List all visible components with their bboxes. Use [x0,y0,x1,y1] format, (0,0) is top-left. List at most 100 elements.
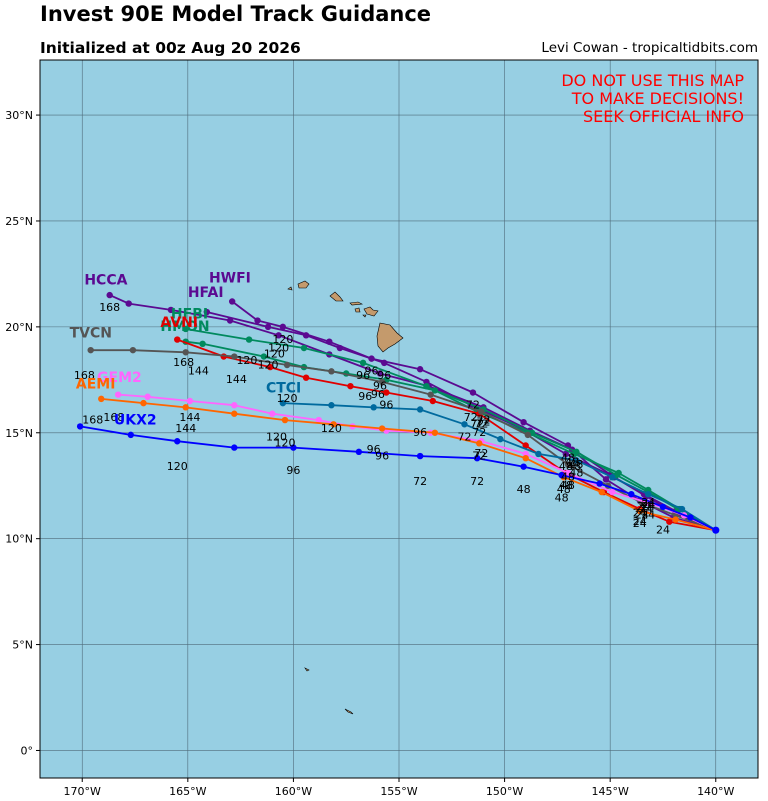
track-point-hcca [106,291,113,299]
track-point-tvcn [231,353,238,360]
track-point-aemi [598,488,605,496]
track-point-hfbi [245,336,253,343]
hour-label-tvcn: 168 [173,356,194,369]
map-frame [39,59,759,779]
x-tick-label: 160°W [275,785,312,798]
hour-label-avni: 48 [559,479,573,492]
track-point-ukx2 [127,431,135,439]
hour-label-hcca: 168 [99,301,120,314]
hour-label-aemi: 144 [175,422,196,435]
track-point-hwfi [228,298,236,305]
y-tick-label: 5°N [12,639,33,652]
page-title: Invest 90E Model Track Guidance [40,2,432,26]
track-point-hwfi [469,389,477,396]
track-point-hcca [376,370,384,377]
track-point-tvcn [182,349,189,356]
hour-label-hfbi: 24 [641,496,655,509]
hour-label-ukx2: 72 [413,475,427,488]
track-point-tvcn [427,391,434,398]
hour-label-aemi: 48 [557,483,571,496]
track-point-gem2 [186,397,194,405]
hour-label-avni: 24 [633,515,647,528]
hour-label-hmon: 96 [371,388,385,401]
hour-label-hwfi: 120 [272,333,293,346]
track-point-hfbi [615,469,622,477]
hour-label-aemi: 72 [472,449,486,462]
hour-label-avni: 120 [277,392,298,405]
island-molokai [349,301,364,306]
hour-label-hfbi: 96 [356,369,370,382]
track-point-ukx2 [596,480,603,487]
track-point-ukx2 [231,444,238,451]
hour-label-hfai: 24 [637,500,651,513]
x-tick-label: 150°W [486,785,523,798]
y-tick-label: 25°N [5,215,33,228]
hour-label-hwfi: 48 [561,451,575,464]
hour-label-hfai: 120 [264,348,285,361]
hour-label-ukx2: 72 [470,475,484,488]
track-point-aemi [231,410,238,417]
track-point-aemi [431,429,439,436]
hour-label-ctci: 72 [457,430,471,443]
hour-label-tvcn: 72 [474,418,488,431]
hour-label-tvcn: 96 [358,390,372,403]
track-point-ukx2 [558,471,565,479]
track-point-ukx2 [355,448,363,456]
island-hawaii [376,322,404,353]
hour-label-hfbi: 120 [258,358,279,371]
hour-label-gem2: 24 [641,509,655,522]
hour-label-hfbi: 48 [567,460,581,473]
track-point-ctci [573,457,580,464]
model-name-hwfi: HWFI [209,270,251,286]
hour-label-ukx2: 96 [286,464,300,477]
model-name-gem2: GEM2 [97,370,142,386]
track-point-hfai [264,323,272,331]
hour-label-avni: 96 [379,399,393,412]
track-point-ctci [609,474,616,481]
hour-label-hmon: 48 [569,458,583,471]
axis-labels: 170°W 165°W 160°W 155°W 150°W 145°W 140°W 30°N 2… [5,109,734,798]
model-name-avni: AVNI [160,315,198,331]
track-point-hfbi [571,450,578,458]
track-line-ctci [282,402,717,531]
track-point-ctci [678,505,686,513]
track-point-aemi [182,404,189,411]
hour-label-hfai: 96 [377,369,391,382]
track-point-hfbi [182,325,189,333]
track-point-tvcn [87,346,94,354]
hour-label-gem2: 168 [103,411,124,424]
track-point-ukx2 [520,463,527,470]
hour-label-tvcn: 168 [74,369,95,382]
track-point-hwfi [416,366,424,373]
track-point-ctci [497,435,504,443]
island-lanai [354,307,361,313]
track-point-ctci [416,406,424,413]
track-line-gem2 [118,393,717,532]
land-masses [287,280,404,715]
island-niihau [287,286,293,291]
track-point-ctci [535,450,542,458]
track-point-hcca [167,306,175,314]
hour-label-tvcn: 24 [635,509,649,522]
track-point-aemi [378,425,386,432]
hour-label-tvcn: 48 [561,471,575,484]
hour-label-hmon: 120 [236,354,257,367]
x-tick-label: 145°W [591,785,628,798]
track-point-avni [266,363,274,371]
warning-line-3: SEEK OFFICIAL INFO [583,107,744,126]
warning-line-2: TO MAKE DECISIONS! [571,89,744,108]
track-point-ukx2 [290,444,297,451]
hour-label-aemi: 120 [274,437,295,450]
hour-label-avni: 72 [472,426,486,439]
track-point-gem2 [114,391,122,398]
model-name-hfai: HFAI [188,285,224,301]
track-point-aemi [281,416,289,424]
track-point-hfai [381,359,388,367]
model-name-ctci: CTCI [266,381,301,397]
hour-label-ukx2: 48 [555,492,569,505]
island-oahu [329,291,344,302]
hour-label-ukx2: 24 [656,523,670,536]
track-point-ukx2 [76,423,84,430]
hour-label-ukx2: 48 [517,483,531,496]
